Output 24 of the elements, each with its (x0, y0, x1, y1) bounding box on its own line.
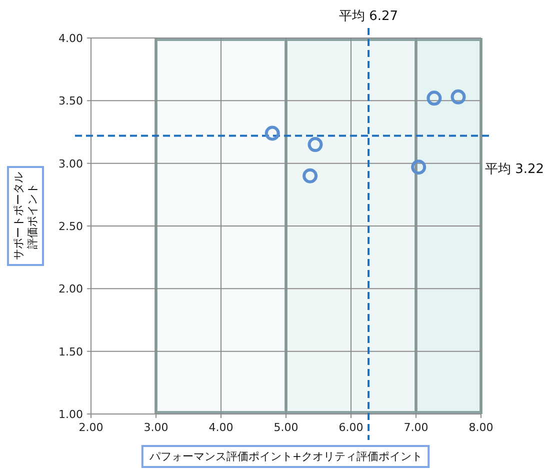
y-tick-label: 3.50 (58, 94, 83, 108)
point (411, 160, 426, 175)
y-tick-label: 4.00 (58, 32, 83, 45)
x-tick-label: 4.00 (208, 421, 234, 434)
x-axis-title: パフォーマンス評価ポイント+クオリティ評価ポイント (148, 450, 423, 463)
y-tick-label: 3.00 (58, 157, 83, 170)
point (450, 89, 466, 104)
x-tick-label: 2.00 (78, 421, 104, 434)
ref-line-label: 平均 3.22 (485, 162, 544, 177)
x-tick-label: 3.00 (144, 421, 168, 434)
y-tick-label: 2.50 (58, 220, 83, 233)
y-tick-label: 1.50 (58, 345, 83, 358)
y-tick-label: 1.00 (58, 408, 83, 421)
y-axis-title: サポートポータル評価ポイント (12, 172, 39, 260)
y-tick-label: 2.00 (58, 282, 83, 296)
x-tick-label: 8.00 (468, 421, 494, 434)
x-tick-label: 7.00 (404, 421, 428, 434)
point (308, 137, 323, 152)
ref-line-label: 平均 6.27 (339, 9, 398, 24)
point (264, 126, 280, 141)
x-tick-label: 6.00 (338, 421, 364, 434)
point (302, 168, 318, 184)
point (426, 90, 442, 106)
x-tick-label: 5.00 (274, 421, 298, 434)
